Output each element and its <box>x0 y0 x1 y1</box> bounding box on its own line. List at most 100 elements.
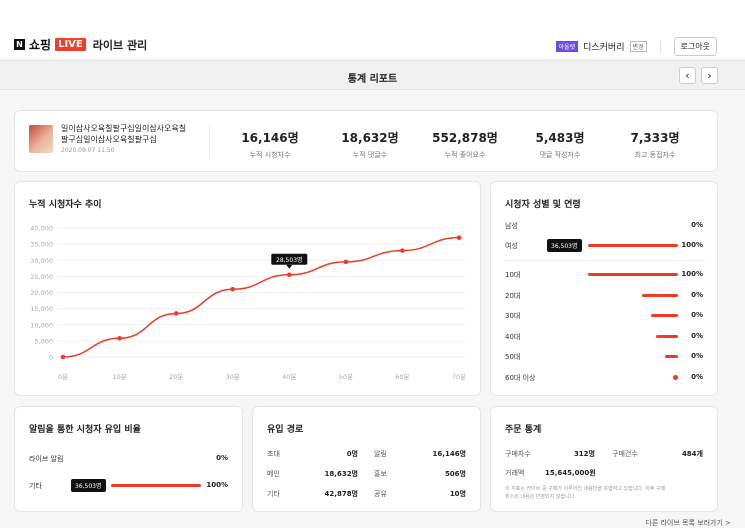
broadcast-title-line2: 팔구십일이삼사오육칠팔구십 <box>61 135 157 144</box>
inflow-card: 유입 경로 초대 0명 알림 16,146명 메인 18,632명 홍보 506… <box>252 406 481 512</box>
stat-viewers: 16,146명 누적 시청자수 <box>225 129 315 160</box>
x-tick-label: 0분 <box>58 373 68 381</box>
x-tick-label: 10분 <box>112 373 126 381</box>
x-tick-label: 70분 <box>452 373 466 381</box>
data-point <box>343 259 349 265</box>
notify-count-tag: 36,503명 <box>71 479 106 492</box>
store-type-badge: 아울렛 <box>555 41 579 52</box>
chevron-left-icon: ‹ <box>685 69 690 82</box>
divider <box>209 125 210 159</box>
notify-pct-other: 100% <box>206 481 228 489</box>
buyers-label: 구매자수 <box>505 450 531 458</box>
chevron-right-icon: › <box>707 69 712 82</box>
inflow-value: 18,632명 <box>324 470 358 478</box>
orders-note-line2: 취소된 내용은 반영되지 않습니다. <box>505 494 576 500</box>
brand-shop-text: 쇼핑 <box>29 38 52 52</box>
y-tick-label: 5,000 <box>34 337 53 345</box>
tooltip-box <box>271 253 308 265</box>
other-lives-link[interactable]: 다른 라이브 목록 보러가기 > <box>645 519 731 527</box>
orders-card: 주문 통계 구매자수 312명 구매건수 484개 거래액 15,645,000… <box>490 406 718 512</box>
next-button[interactable]: › <box>701 67 718 84</box>
buyers-value: 312명 <box>573 450 595 458</box>
stat-peak-concurrent: 7,333명 최고 동접자수 <box>610 129 700 160</box>
age-5-bar <box>673 374 678 380</box>
stat-label: 누적 좋아요수 <box>444 151 486 159</box>
trend-card: 누적 시청자수 추이 0 5,000 10,000 15,000 20,000 25,00… <box>14 181 481 396</box>
y-tick-label: 15,000 <box>30 305 53 313</box>
demographics-title: 시청자 성별 및 연령 <box>505 200 581 210</box>
stat-commenters: 5,483명 댓글 작성자수 <box>515 129 605 160</box>
live-badge: LIVE <box>55 38 86 51</box>
inflow-value: 42,878명 <box>324 490 358 498</box>
stat-likes: 552,878명 누적 좋아요수 <box>420 129 510 160</box>
trend-chart: 0 5,000 10,000 15,000 20,000 25,000 30,000 35,0… <box>30 225 466 382</box>
brand-logo[interactable]: N 쇼핑 LIVE 라이브 관리 <box>14 36 147 53</box>
notify-label-other: 기타 <box>29 482 42 490</box>
gender-male-label: 남성 <box>505 222 518 230</box>
inflow-title: 유입 경로 <box>267 425 304 435</box>
page-title: 라이브 관리 <box>92 38 148 52</box>
notify-pct-live: 0% <box>216 454 228 462</box>
x-tick-label: 50분 <box>339 373 353 381</box>
age-4-bar <box>664 355 678 358</box>
inflow-key: 초대 <box>267 450 280 458</box>
gender-female-pct: 100% <box>681 241 703 249</box>
age-0-bar <box>588 273 678 276</box>
change-store-button[interactable]: 변경 <box>629 41 647 52</box>
logout-button[interactable]: 로그아웃 <box>673 37 717 56</box>
broadcast-info: 일이삼사오육칠팔구십일이삼사오육칠 팔구십일이삼사오육칠팔구십 2020.09.… <box>61 123 186 156</box>
orders-title: 주문 통계 <box>505 425 542 435</box>
notify-bar-other <box>111 484 201 487</box>
age-4-label: 50대 <box>505 353 521 361</box>
account-area: 아울렛 디스커버리 변경 로그아웃 <box>555 37 717 56</box>
y-tick-label: 40,000 <box>30 225 53 233</box>
naver-logo-icon: N <box>14 39 25 50</box>
inflow-value: 10명 <box>449 490 466 498</box>
age-3-bar <box>655 334 678 338</box>
stat-value: 7,333명 <box>630 131 680 145</box>
broadcast-thumbnail[interactable] <box>29 125 53 153</box>
age-0-label: 10대 <box>505 271 521 279</box>
data-point <box>173 311 179 316</box>
report-title: 통계 리포트 <box>347 74 398 85</box>
divider <box>659 40 661 53</box>
orders-note-line1: 이 지표는 라이브 중 구매가 이루어진 내용만을 포함하고 있습니다. 이후 … <box>505 486 666 492</box>
inflow-value: 16,146명 <box>432 450 466 458</box>
age-0-pct: 100% <box>681 270 703 278</box>
order-count-value: 484개 <box>681 450 703 458</box>
inflow-key: 알림 <box>374 450 387 458</box>
data-point <box>456 235 462 240</box>
notify-card: 알림을 통한 시청자 유입 비율 라이브 알림 0% 기타 36,503명 10… <box>14 406 243 512</box>
x-tick-label: 40분 <box>282 373 296 381</box>
inflow-key: 기타 <box>267 490 280 498</box>
y-tick-label: 25,000 <box>30 273 53 281</box>
data-point <box>400 248 405 253</box>
order-count-label: 구매건수 <box>612 450 638 458</box>
gender-male-pct: 0% <box>691 221 703 229</box>
gender-female-count-tag: 36,503명 <box>547 239 582 252</box>
age-5-pct: 0% <box>691 372 703 381</box>
broadcast-date: 2020.09.07 11:50 <box>61 147 115 154</box>
inflow-key: 홍보 <box>374 470 387 478</box>
stat-label: 댓글 작성자수 <box>539 151 581 159</box>
age-4-pct: 0% <box>691 352 703 360</box>
stat-label: 최고 동접자수 <box>634 151 676 159</box>
data-point <box>117 335 122 341</box>
age-1-pct: 0% <box>691 290 703 299</box>
data-point <box>60 354 66 360</box>
gender-female-bar <box>588 244 678 247</box>
y-tick-label: 10,000 <box>30 321 53 329</box>
gender-female-label: 여성 <box>505 242 518 250</box>
stat-value: 552,878명 <box>432 131 498 145</box>
divider <box>505 260 705 261</box>
orders-note: 이 지표는 라이브 중 구매가 이루어진 내용만을 포함하고 있습니다. 이후 … <box>505 485 709 501</box>
age-3-label: 40대 <box>505 332 521 341</box>
inflow-value: 506명 <box>444 470 466 478</box>
x-tick-label: 60분 <box>395 373 409 381</box>
inflow-key: 메인 <box>267 470 280 478</box>
inflow-key: 공유 <box>374 490 387 498</box>
stat-label: 누적 시청자수 <box>249 151 291 159</box>
prev-button[interactable]: ‹ <box>679 67 696 84</box>
age-5-label: 60대 이상 <box>505 373 536 382</box>
amount-value: 15,645,000원 <box>545 469 596 477</box>
